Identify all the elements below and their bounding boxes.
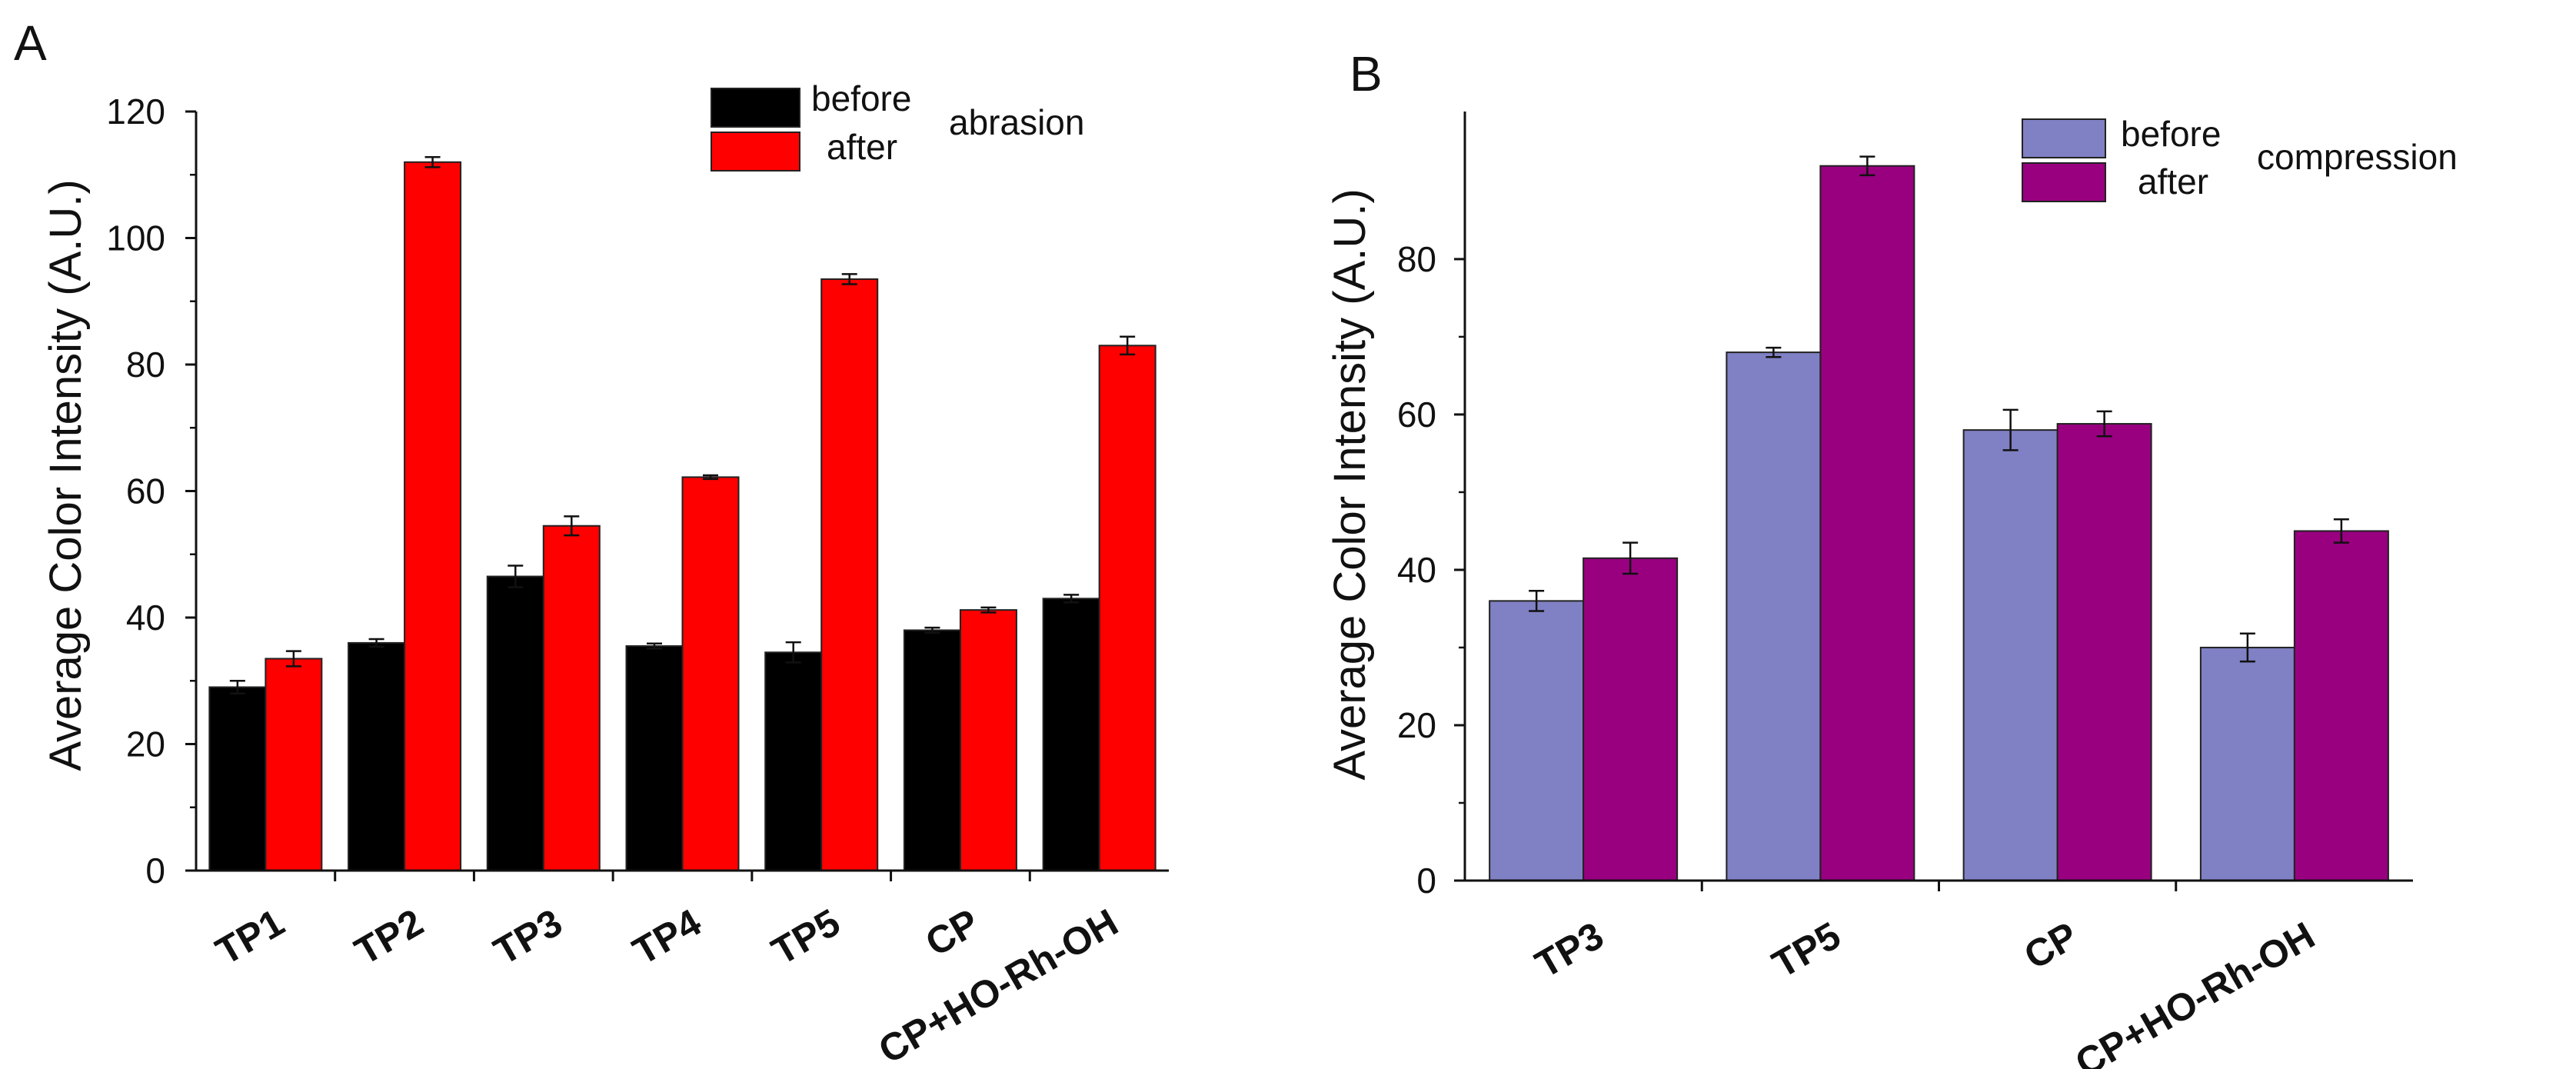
legend-title-abrasion: abrasion xyxy=(949,102,1084,142)
y-tick-label: 40 xyxy=(1397,550,1436,590)
x-tick-label: TP3 xyxy=(1528,914,1610,986)
y-tick-label: 60 xyxy=(1397,395,1436,435)
legend-label-before-compression: before xyxy=(2121,114,2221,154)
legend-label-after-abrasion: after xyxy=(827,127,897,167)
panel-a-bars xyxy=(208,161,1157,872)
y-tick-label: 0 xyxy=(145,851,165,891)
legend-title-compression: compression xyxy=(2257,137,2458,177)
legend-swatch-after-abrasion xyxy=(711,132,800,172)
y-tick-label: 0 xyxy=(1416,861,1436,901)
legend-swatch-before-compression xyxy=(2022,118,2106,158)
x-tick-label: TP3 xyxy=(487,901,569,973)
y-tick-label: 100 xyxy=(106,218,165,258)
bar-after-tp5 xyxy=(820,278,879,871)
panel-b-bars xyxy=(1489,165,2389,882)
bar-before-tp3 xyxy=(1489,600,1585,881)
x-tick-label: CP+HO-Rh-OH xyxy=(2068,914,2321,1069)
bar-before-tp5 xyxy=(1726,351,1822,882)
bar-before-cp xyxy=(1962,429,2058,881)
bar-after-cp-ho-rh-oh xyxy=(2293,530,2389,881)
y-tick-label: 80 xyxy=(1397,239,1436,279)
x-tick-label: TP5 xyxy=(764,901,847,973)
chart-panel-a: A Average Color Intensity (A.U.) 0 20 40 60… xyxy=(14,15,1169,1069)
x-tick-label: CP+HO-Rh-OH xyxy=(871,901,1125,1069)
bar-before-tp2 xyxy=(348,641,406,872)
y-tick-label: 120 xyxy=(106,92,165,132)
panel-b-y-axis-label: Average Color Intensity (A.U.) xyxy=(1325,188,1375,780)
legend-label-before-abrasion: before xyxy=(811,78,911,118)
x-tick-label: CP xyxy=(2017,914,2085,977)
bar-before-cp xyxy=(903,629,961,871)
legend-swatch-after-compression xyxy=(2022,162,2106,202)
bar-before-tp1 xyxy=(208,686,267,871)
bar-after-cp xyxy=(2056,423,2152,881)
panel-b-legend: before after compression xyxy=(2022,114,2458,202)
legend-label-after-compression: after xyxy=(2138,162,2208,201)
x-tick-label: TP5 xyxy=(1765,914,1847,986)
bar-after-tp4 xyxy=(681,476,740,872)
bar-after-tp1 xyxy=(265,658,323,872)
y-tick-label: 40 xyxy=(126,598,165,638)
bar-after-tp2 xyxy=(404,161,462,872)
panel-b-letter: B xyxy=(1350,46,1383,102)
bar-after-tp5 xyxy=(1819,165,1915,881)
bar-before-tp4 xyxy=(625,645,684,871)
panel-a-y-ticks: 0 20 40 60 80 100 120 xyxy=(106,92,196,891)
bar-after-cp-ho-rh-oh xyxy=(1098,345,1157,871)
bar-after-tp3 xyxy=(1583,557,1679,882)
legend-swatch-before-abrasion xyxy=(711,88,800,128)
x-tick-label: TP1 xyxy=(208,901,291,973)
bar-before-tp3 xyxy=(486,575,544,871)
bar-before-cp-ho-rh-oh xyxy=(1042,598,1100,871)
panel-a-y-axis-label: Average Color Intensity (A.U.) xyxy=(41,179,91,771)
x-tick-label: TP4 xyxy=(626,901,709,973)
bar-before-cp-ho-rh-oh xyxy=(2199,646,2295,882)
bar-after-cp xyxy=(959,609,1017,871)
y-tick-label: 80 xyxy=(126,345,165,385)
y-tick-label: 20 xyxy=(126,724,165,764)
panel-b-error-bars xyxy=(1529,155,2349,663)
y-tick-label: 60 xyxy=(126,471,165,511)
panel-a-legend: before after abrasion xyxy=(711,78,1084,172)
x-tick-label: TP2 xyxy=(348,901,430,973)
panel-b-y-ticks: 0 20 40 60 80 xyxy=(1397,239,1465,901)
bar-after-tp3 xyxy=(542,525,601,871)
y-tick-label: 20 xyxy=(1397,705,1436,745)
chart-panel-b: B Average Color Intensity (A.U.) 0 20 40 60… xyxy=(1325,46,2458,1069)
panel-a-error-bars xyxy=(229,155,1136,694)
panel-a-letter: A xyxy=(14,15,47,71)
bar-before-tp5 xyxy=(764,651,823,871)
x-tick-label: CP xyxy=(918,901,986,964)
